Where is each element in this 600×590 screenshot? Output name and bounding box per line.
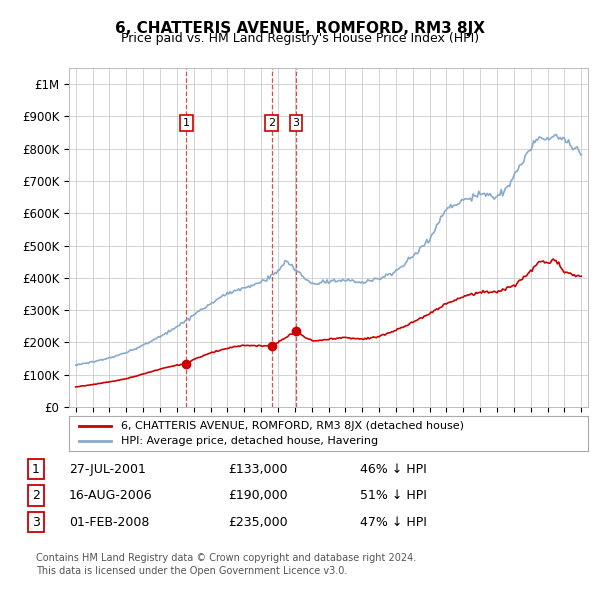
Text: £235,000: £235,000 [228,516,287,529]
Text: £133,000: £133,000 [228,463,287,476]
Text: 2: 2 [268,118,275,128]
Text: 3: 3 [293,118,299,128]
Text: 01-FEB-2008: 01-FEB-2008 [69,516,149,529]
Text: 46% ↓ HPI: 46% ↓ HPI [360,463,427,476]
Text: 6, CHATTERIS AVENUE, ROMFORD, RM3 8JX: 6, CHATTERIS AVENUE, ROMFORD, RM3 8JX [115,21,485,35]
Text: 6, CHATTERIS AVENUE, ROMFORD, RM3 8JX (detached house): 6, CHATTERIS AVENUE, ROMFORD, RM3 8JX (d… [121,421,464,431]
Text: 51% ↓ HPI: 51% ↓ HPI [360,489,427,502]
Text: Price paid vs. HM Land Registry's House Price Index (HPI): Price paid vs. HM Land Registry's House … [121,32,479,45]
Text: £190,000: £190,000 [228,489,287,502]
Text: 27-JUL-2001: 27-JUL-2001 [69,463,146,476]
Text: Contains HM Land Registry data © Crown copyright and database right 2024.: Contains HM Land Registry data © Crown c… [36,553,416,562]
Text: 16-AUG-2006: 16-AUG-2006 [69,489,152,502]
Text: 1: 1 [183,118,190,128]
Text: 47% ↓ HPI: 47% ↓ HPI [360,516,427,529]
Text: HPI: Average price, detached house, Havering: HPI: Average price, detached house, Have… [121,437,378,447]
Text: 2: 2 [32,489,40,502]
Text: This data is licensed under the Open Government Licence v3.0.: This data is licensed under the Open Gov… [36,566,347,576]
Text: 1: 1 [32,463,40,476]
Text: 3: 3 [32,516,40,529]
